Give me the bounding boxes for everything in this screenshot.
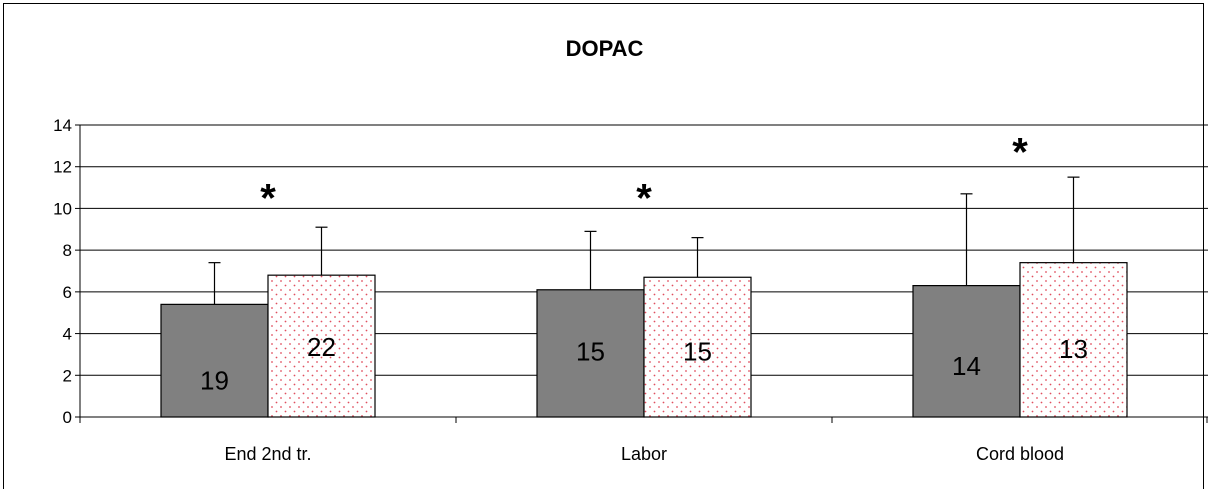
bars xyxy=(160,176,1128,418)
bar-data-label: 22 xyxy=(307,332,336,362)
labels: 0 2 4 6 8 10 12 14 19 15 14 22 15 13 End 2nd tr. Labor C… xyxy=(53,116,1088,464)
bar xyxy=(267,274,376,418)
y-tick-label: 10 xyxy=(53,199,72,218)
x-tick-label: Labor xyxy=(621,444,667,464)
y-tick-label: 6 xyxy=(63,283,72,302)
bar-data-label: 14 xyxy=(952,351,981,381)
y-tick-label: 2 xyxy=(63,366,72,385)
significance-asterisk: * xyxy=(260,177,276,221)
bar xyxy=(160,303,269,418)
y-tick-label: 14 xyxy=(53,116,72,135)
significance-asterisk: * xyxy=(636,177,652,221)
y-tick-label: 12 xyxy=(53,158,72,177)
significance-asterisk: * xyxy=(1012,131,1028,175)
chart-frame xyxy=(3,3,1204,489)
x-tick-label: End 2nd tr. xyxy=(224,444,311,464)
axes xyxy=(75,124,1208,423)
bar-data-label: 19 xyxy=(200,365,229,395)
bar-data-label: 15 xyxy=(576,336,605,366)
bar xyxy=(643,276,752,418)
y-tick-label: 0 xyxy=(63,408,72,427)
x-tick-label: Cord blood xyxy=(976,444,1064,464)
chart-title: DOPAC xyxy=(565,36,644,61)
y-tick-label: 4 xyxy=(63,325,72,344)
bar-data-label: 13 xyxy=(1059,334,1088,364)
bar-data-label: 15 xyxy=(683,336,712,366)
bar xyxy=(912,285,1021,418)
y-tick-label: 8 xyxy=(63,241,72,260)
bar xyxy=(536,289,645,418)
